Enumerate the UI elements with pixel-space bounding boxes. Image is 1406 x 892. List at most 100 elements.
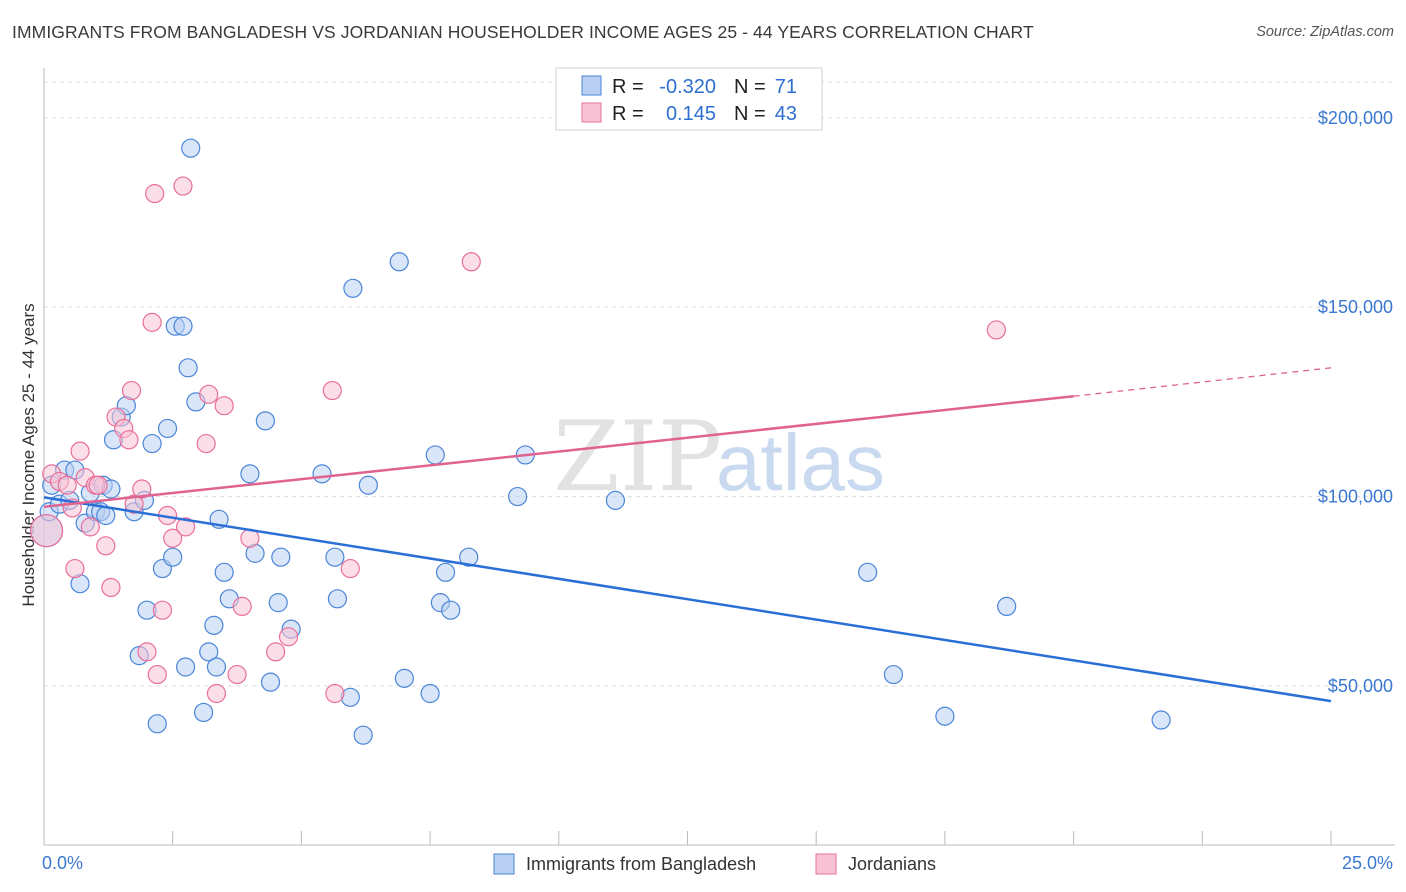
- jordanians-point: [121, 380, 142, 401]
- legend-r-label-pink: R =: [612, 103, 644, 125]
- legend-n-value-blue: 71: [775, 76, 797, 98]
- bangladesh-point: [271, 547, 291, 567]
- jordanians-point: [29, 514, 64, 548]
- correlation-legend: R = -0.320 N = 71 R = 0.145 N = 43: [555, 67, 823, 131]
- bangladesh-point: [204, 615, 224, 635]
- y-axis-label: Householder Income Ages 25 - 44 years: [19, 303, 38, 606]
- source-credit: Source: ZipAtlas.com: [1256, 24, 1394, 40]
- jordanians-point: [325, 683, 345, 704]
- bangladesh-point: [425, 445, 445, 465]
- jordanians-point: [340, 558, 360, 579]
- bangladesh-point: [173, 316, 193, 336]
- jordanians-point: [132, 479, 152, 499]
- bangladesh-point: [142, 433, 162, 454]
- jordanians-point: [101, 577, 121, 598]
- bangladesh-point: [394, 668, 414, 688]
- bangladesh-point: [199, 642, 219, 662]
- bangladesh-point: [214, 562, 234, 582]
- bangladesh-point: [358, 475, 378, 495]
- bangladesh-point: [193, 702, 214, 723]
- jordanians-point: [152, 600, 173, 620]
- jordanians-point: [196, 433, 216, 454]
- y-tick-label-50000: $50,000: [1328, 676, 1393, 696]
- bangladesh-point: [327, 589, 348, 609]
- bangladesh-point: [435, 562, 456, 582]
- jordanians-trend-extension: [1073, 367, 1332, 397]
- jordanians-point: [175, 517, 196, 537]
- jordanians-point: [278, 627, 299, 647]
- jordanians-point: [70, 441, 90, 461]
- bangladesh-point: [240, 464, 260, 484]
- legend-n-label-blue: N =: [734, 76, 766, 98]
- jordanians-point: [147, 664, 167, 685]
- bangladesh-point: [508, 486, 528, 507]
- y-tick-labels: $50,000 $100,000 $150,000 $200,000: [1318, 108, 1393, 696]
- jordanians-point: [266, 642, 286, 662]
- bangladesh-point: [997, 596, 1017, 617]
- bangladesh-point: [255, 411, 275, 431]
- jordanians-point: [88, 475, 108, 495]
- bangladesh-point: [1151, 710, 1171, 730]
- gridlines: [44, 81, 1395, 687]
- jordanians-point: [163, 528, 183, 548]
- jordanians-point: [173, 176, 193, 196]
- y-tick-label-200000: $200,000: [1318, 108, 1393, 128]
- jordanians-point: [96, 536, 116, 556]
- legend-r-value-blue: -0.320: [659, 76, 716, 98]
- jordanians-point: [199, 384, 219, 404]
- jordanians-point: [119, 430, 139, 450]
- bangladesh-point: [260, 672, 281, 692]
- series-legend-swatch-pink: [815, 853, 837, 875]
- legend-r-label-blue: R =: [612, 76, 644, 98]
- x-tick-label-max: 25.0%: [1342, 853, 1393, 873]
- bangladesh-point: [206, 657, 227, 677]
- bangladesh-point: [605, 490, 626, 510]
- bangladesh-point: [883, 664, 904, 685]
- bangladesh-point: [935, 706, 955, 726]
- bangladesh-point: [147, 714, 167, 734]
- jordanians-point: [461, 252, 481, 272]
- series-legend-label-pink: Jordanians: [848, 854, 936, 874]
- jordanians-point: [232, 596, 252, 617]
- bangladesh-point: [441, 600, 461, 620]
- jordanians-point: [142, 312, 162, 332]
- bangladesh-trend-line: [43, 496, 1332, 703]
- legend-n-value-pink: 43: [775, 103, 797, 125]
- legend-n-label-pink: N =: [734, 103, 766, 125]
- bangladesh-point: [353, 725, 373, 745]
- legend-swatch-blue: [581, 75, 602, 96]
- legend-swatch-pink: [581, 102, 602, 123]
- jordanians-point: [124, 494, 144, 514]
- bangladesh-point: [343, 278, 363, 298]
- bangladesh-point: [175, 657, 196, 677]
- bangladesh-point: [178, 358, 198, 378]
- jordanians-point: [57, 475, 77, 495]
- watermark-zip: ZIP: [553, 401, 722, 513]
- y-tick-label-150000: $150,000: [1318, 297, 1393, 317]
- jordanians-point: [206, 683, 227, 704]
- jordanians-point: [80, 517, 100, 537]
- x-ticks: [172, 831, 1332, 845]
- chart-title: IMMIGRANTS FROM BANGLADESH VS JORDANIAN …: [12, 22, 1034, 42]
- series-legend-label-blue: Immigrants from Bangladesh: [526, 854, 756, 874]
- bangladesh-point: [420, 683, 440, 704]
- y-tick-label-100000: $100,000: [1318, 487, 1393, 507]
- bangladesh-point: [181, 138, 201, 158]
- bangladesh-point: [312, 464, 332, 484]
- jordanians-point: [322, 380, 342, 401]
- jordanians-point: [145, 184, 165, 204]
- bangladesh-point: [858, 562, 878, 582]
- series-legend: Immigrants from Bangladesh Jordanians: [493, 853, 936, 875]
- jordanians-point: [214, 396, 234, 416]
- jordanians-point: [986, 320, 1006, 340]
- axes: [43, 68, 1395, 846]
- series-legend-swatch-blue: [493, 853, 515, 875]
- trend-lines: [43, 367, 1332, 703]
- legend-r-value-pink: 0.145: [666, 103, 716, 125]
- bangladesh-point: [459, 547, 479, 567]
- bangladesh-point: [268, 593, 288, 613]
- jordanians-point: [65, 558, 85, 579]
- x-tick-label-min: 0.0%: [42, 853, 83, 873]
- bangladesh-point: [325, 547, 345, 567]
